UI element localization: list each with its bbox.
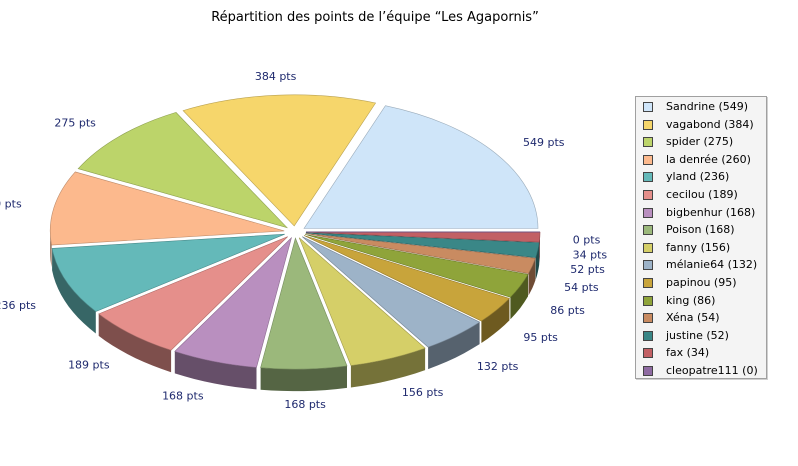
legend-item-bigbenhur: bigbenhur (168) — [636, 205, 766, 222]
legend-swatch — [643, 154, 653, 165]
chart-legend: Sandrine (549) vagabond (384) spider (275)… — [635, 96, 767, 379]
data-label-spider: 275 pts — [54, 117, 96, 130]
legend-item-fax: fax (34) — [636, 345, 766, 362]
legend-label: king (86) — [666, 293, 716, 307]
legend-swatch — [643, 172, 653, 183]
legend-label: fax (34) — [666, 346, 710, 360]
legend-label: vagabond (384) — [666, 117, 754, 131]
legend-label: papinou (95) — [666, 276, 737, 289]
legend-item-yland: yland (236) — [636, 169, 766, 186]
legend-swatch — [643, 348, 653, 359]
legend-swatch — [643, 313, 653, 324]
data-label-sandrine: 549 pts — [523, 136, 565, 149]
pie-slice-side-yland — [52, 248, 96, 334]
legend-swatch — [643, 278, 653, 288]
pie-slice-side-melanie64 — [428, 322, 480, 370]
pie-slice-side-justine — [535, 242, 540, 280]
pie-slice-side-fanny — [350, 348, 426, 388]
legend-item-justine: justine (52) — [636, 328, 766, 345]
legend-item-papinou: papinou (95) — [636, 275, 766, 292]
legend-item-poison: Poison (168) — [636, 222, 766, 239]
legend-swatch — [643, 242, 653, 253]
data-label-cleopatre111: 0 pts — [573, 234, 601, 247]
pie-slice-la-denree — [49, 171, 285, 246]
pie-slice-fanny — [298, 237, 426, 366]
pie-slice-side-cecilou — [98, 313, 172, 373]
legend-item-spider: spider (275) — [636, 134, 766, 151]
legend-label: cecilou (189) — [666, 188, 738, 201]
pie-slice-cecilou — [98, 236, 288, 351]
legend-item-vagabond: vagabond (384) — [636, 117, 766, 134]
pie-slice-vagabond — [182, 94, 377, 227]
legend-item-fanny: fanny (156) — [636, 240, 766, 257]
data-label-fax: 34 pts — [573, 249, 608, 262]
pie-slice-side-king — [510, 274, 528, 320]
legend-swatch — [643, 330, 653, 341]
pie-slice-king — [305, 234, 529, 298]
pie-slice-poison — [260, 237, 348, 370]
data-label-yland: 236 pts — [0, 299, 36, 312]
data-label-fanny: 156 pts — [402, 386, 444, 399]
pie-slice-side-xena — [528, 258, 536, 296]
pie-slice-side-papinou — [481, 298, 510, 343]
pie-slice-xena — [305, 233, 536, 274]
legend-swatch — [643, 260, 653, 271]
data-label-vagabond: 384 pts — [255, 70, 297, 83]
legend-label: spider (275) — [666, 135, 734, 149]
pie-slice-side-bigbenhur — [174, 351, 257, 390]
legend-label: bigbenhur (168) — [666, 205, 756, 219]
legend-label: la denrée (260) — [666, 152, 751, 166]
legend-swatch — [643, 225, 653, 236]
legend-label: justine (52) — [666, 328, 729, 342]
legend-label: Sandrine (549) — [666, 100, 749, 113]
pie-slice-bigbenhur — [174, 236, 292, 368]
pie-slice-side-poison — [260, 365, 347, 392]
legend-swatch — [643, 366, 653, 376]
legend-label: cleopatre111 (0) — [666, 364, 758, 377]
data-label-xena: 54 pts — [564, 281, 599, 294]
legend-item-xena: Xéna (54) — [636, 310, 766, 327]
legend-swatch — [643, 119, 653, 130]
legend-item-cecilou: cecilou (189) — [636, 187, 766, 204]
data-label-bigbenhur: 168 pts — [162, 389, 204, 402]
pie-slice-melanie64 — [302, 236, 481, 348]
legend-swatch — [643, 190, 653, 200]
legend-label: Xéna (54) — [666, 311, 720, 325]
legend-label: mélanie64 (132) — [666, 258, 758, 272]
legend-label: Poison (168) — [666, 223, 735, 237]
chart-title: Répartition des points de l’équipe “Les … — [211, 10, 539, 25]
data-label-poison: 168 pts — [284, 398, 326, 411]
pie-slice-justine — [305, 232, 540, 258]
pie-slice-papinou — [303, 235, 510, 322]
legend-item-melanie64: mélanie64 (132) — [636, 257, 766, 274]
legend-label: yland (236) — [666, 170, 730, 184]
legend-swatch — [643, 102, 653, 112]
legend-label: fanny (156) — [666, 240, 731, 254]
data-label-papinou: 95 pts — [523, 331, 558, 344]
pie-slice-sandrine — [303, 105, 539, 229]
data-label-melanie64: 132 pts — [477, 360, 519, 373]
data-label-la-denree: 260 pts — [0, 197, 22, 210]
legend-item-la-denree: la denrée (260) — [636, 152, 766, 169]
data-label-cecilou: 189 pts — [68, 358, 110, 371]
pie-slice-yland — [51, 233, 285, 312]
data-label-king: 86 pts — [550, 304, 585, 317]
legend-swatch — [643, 295, 653, 306]
data-label-justine: 52 pts — [570, 263, 605, 276]
legend-swatch — [643, 207, 653, 218]
legend-item-king: king (86) — [636, 293, 766, 310]
legend-swatch — [643, 137, 653, 148]
legend-item-sandrine: Sandrine (549) — [636, 99, 766, 116]
pie-slice-spider — [77, 112, 289, 229]
legend-item-cleopatre111: cleopatre111 (0) — [636, 363, 766, 380]
